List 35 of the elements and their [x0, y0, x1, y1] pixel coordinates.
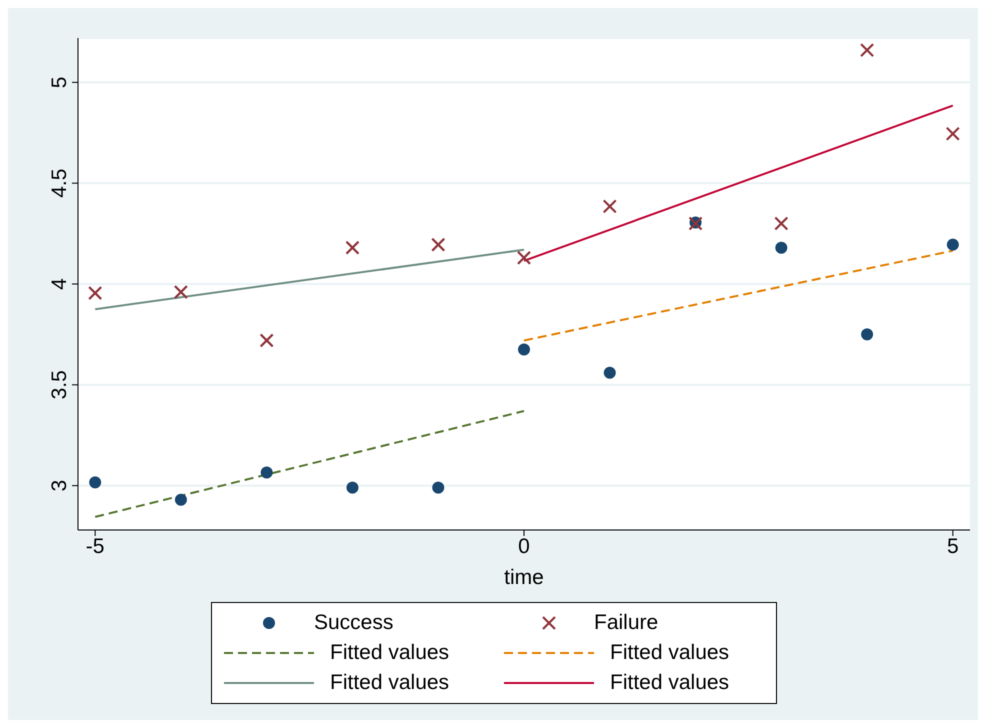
legend-label: Fitted values [610, 641, 730, 665]
y-tick-label: 5 [48, 76, 71, 88]
legend-label: Fitted values [330, 671, 450, 695]
x-axis-title: time [504, 566, 544, 589]
point [260, 466, 273, 479]
point [860, 43, 874, 58]
point [774, 216, 788, 231]
point [602, 199, 617, 214]
point [861, 328, 874, 340]
point [518, 344, 530, 356]
point [775, 242, 788, 254]
point [88, 286, 102, 300]
point [345, 240, 360, 255]
x-tick-label: 5 [947, 534, 959, 558]
point [174, 284, 188, 300]
x-tick-label: -5 [86, 534, 104, 558]
point [516, 250, 532, 265]
y-tick-label: 3.5 [48, 370, 71, 400]
legend-label: Success [314, 611, 394, 635]
point [604, 366, 616, 379]
x-tick-label: 0 [518, 534, 530, 558]
y-tick-label: 4 [48, 278, 71, 290]
point [260, 333, 274, 348]
legend-label: Fitted values [610, 671, 730, 695]
point [946, 238, 959, 251]
y-tick-label: 4.5 [48, 168, 71, 198]
point [431, 238, 446, 252]
point [346, 482, 358, 494]
y-tick-label: 3 [48, 480, 71, 492]
point [174, 494, 187, 506]
point [89, 476, 102, 488]
legend-label: Failure [594, 611, 658, 635]
point [432, 482, 444, 494]
point [946, 126, 960, 141]
legend-label: Fitted values [330, 641, 450, 665]
